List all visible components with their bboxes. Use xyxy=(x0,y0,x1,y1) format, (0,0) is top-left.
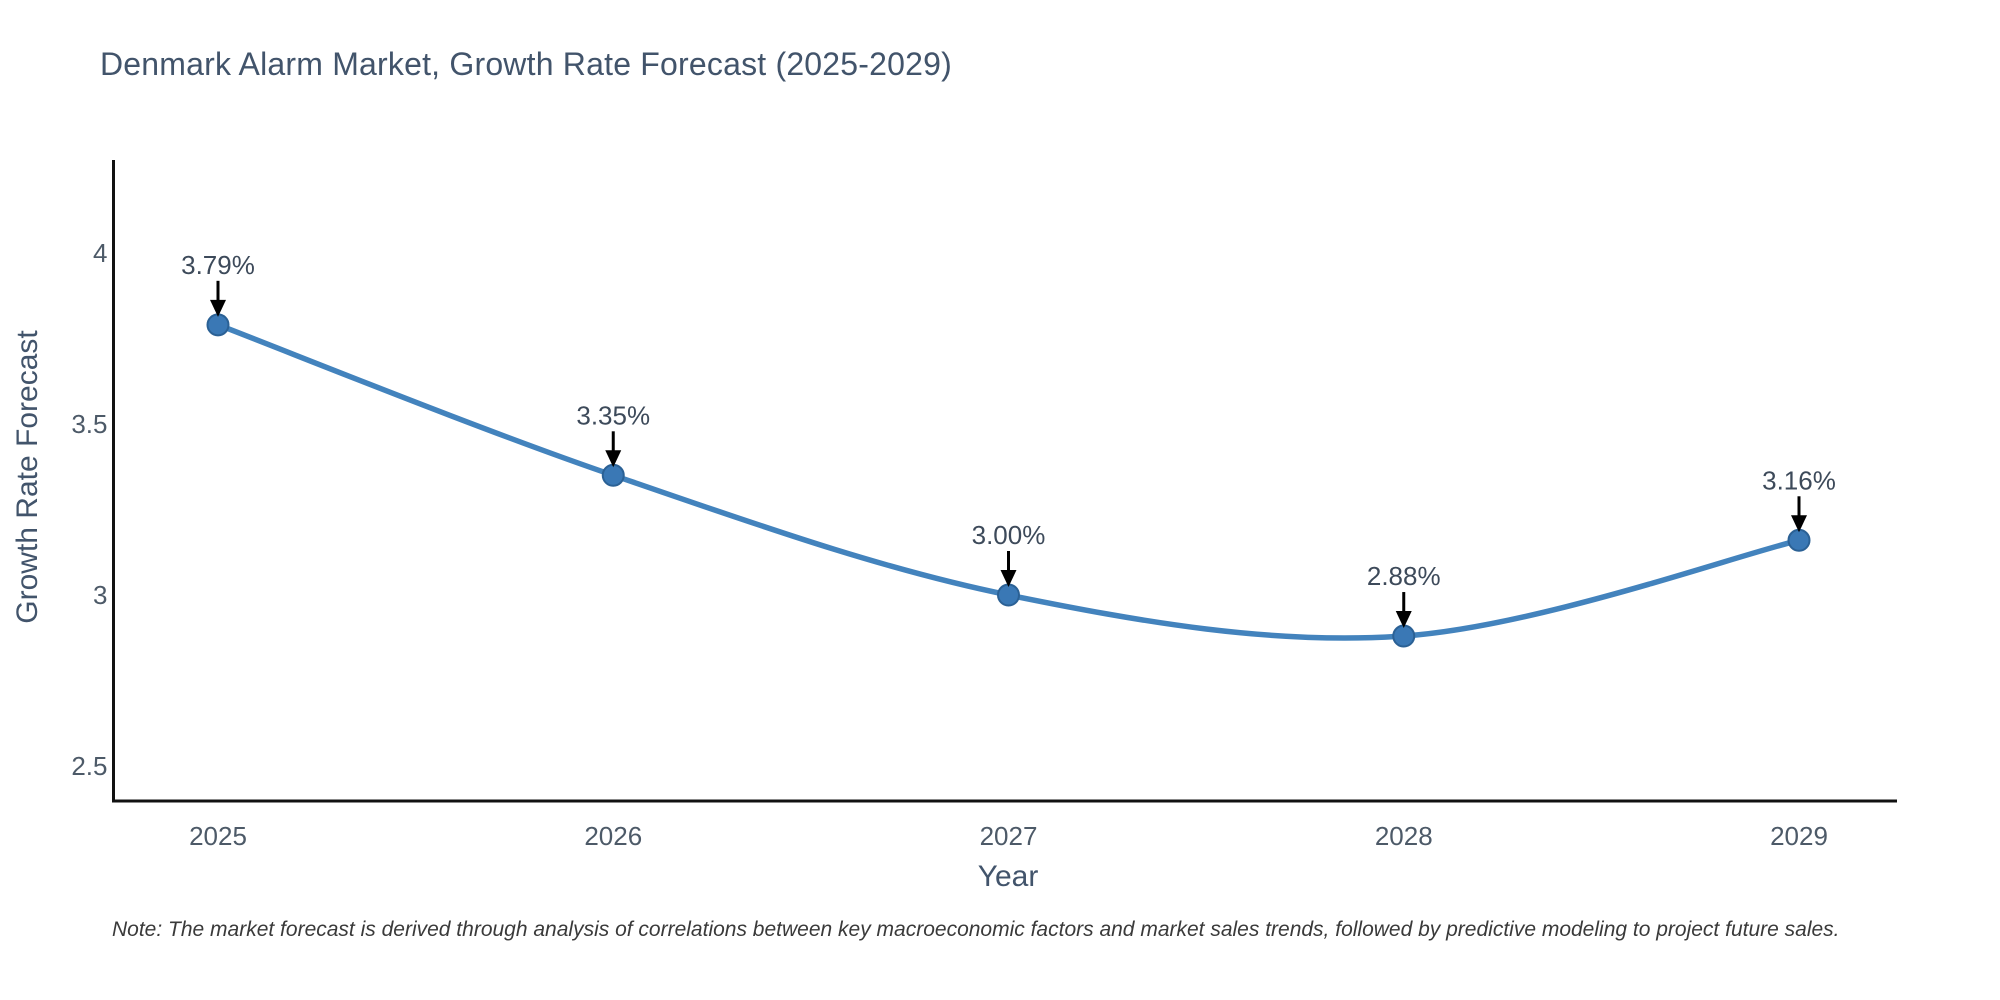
x-axis-title: Year xyxy=(977,860,1039,893)
x-tick-label-2026: 2026 xyxy=(584,821,642,851)
annotation-arrowhead-2025 xyxy=(210,299,226,317)
x-tick-label-2028: 2028 xyxy=(1375,821,1433,851)
y-tick-label-3.5: 3.5 xyxy=(71,409,107,439)
x-tick-label-2029: 2029 xyxy=(1770,821,1828,851)
annotation-label-2028: 2.88% xyxy=(1367,561,1441,591)
y-tick-label-2.5: 2.5 xyxy=(71,751,107,781)
annotation-arrowhead-2029 xyxy=(1791,515,1807,533)
annotation-label-2027: 3.00% xyxy=(972,520,1046,550)
footnote: Note: The market forecast is derived thr… xyxy=(112,918,1840,941)
data-point-2025[interactable] xyxy=(206,313,230,337)
x-tick-label-2025: 2025 xyxy=(189,821,247,851)
y-tick-label-3: 3 xyxy=(93,580,107,610)
annotation-label-2029: 3.16% xyxy=(1762,465,1836,495)
data-point-2029[interactable] xyxy=(1787,528,1811,552)
annotation-arrowhead-2026 xyxy=(605,450,622,468)
annotation-arrowhead-2028 xyxy=(1395,611,1412,629)
annotation-label-2026: 3.35% xyxy=(576,400,650,430)
data-point-2027[interactable] xyxy=(997,583,1020,607)
y-tick-label-4: 4 xyxy=(93,238,107,268)
data-point-2028[interactable] xyxy=(1392,624,1416,648)
data-point-2026[interactable] xyxy=(601,463,625,487)
x-tick-label-2027: 2027 xyxy=(980,821,1038,851)
annotation-arrowhead-2027 xyxy=(1000,570,1017,587)
chart-title: Denmark Alarm Market, Growth Rate Foreca… xyxy=(100,46,953,82)
annotation-label-2025: 3.79% xyxy=(181,250,255,280)
